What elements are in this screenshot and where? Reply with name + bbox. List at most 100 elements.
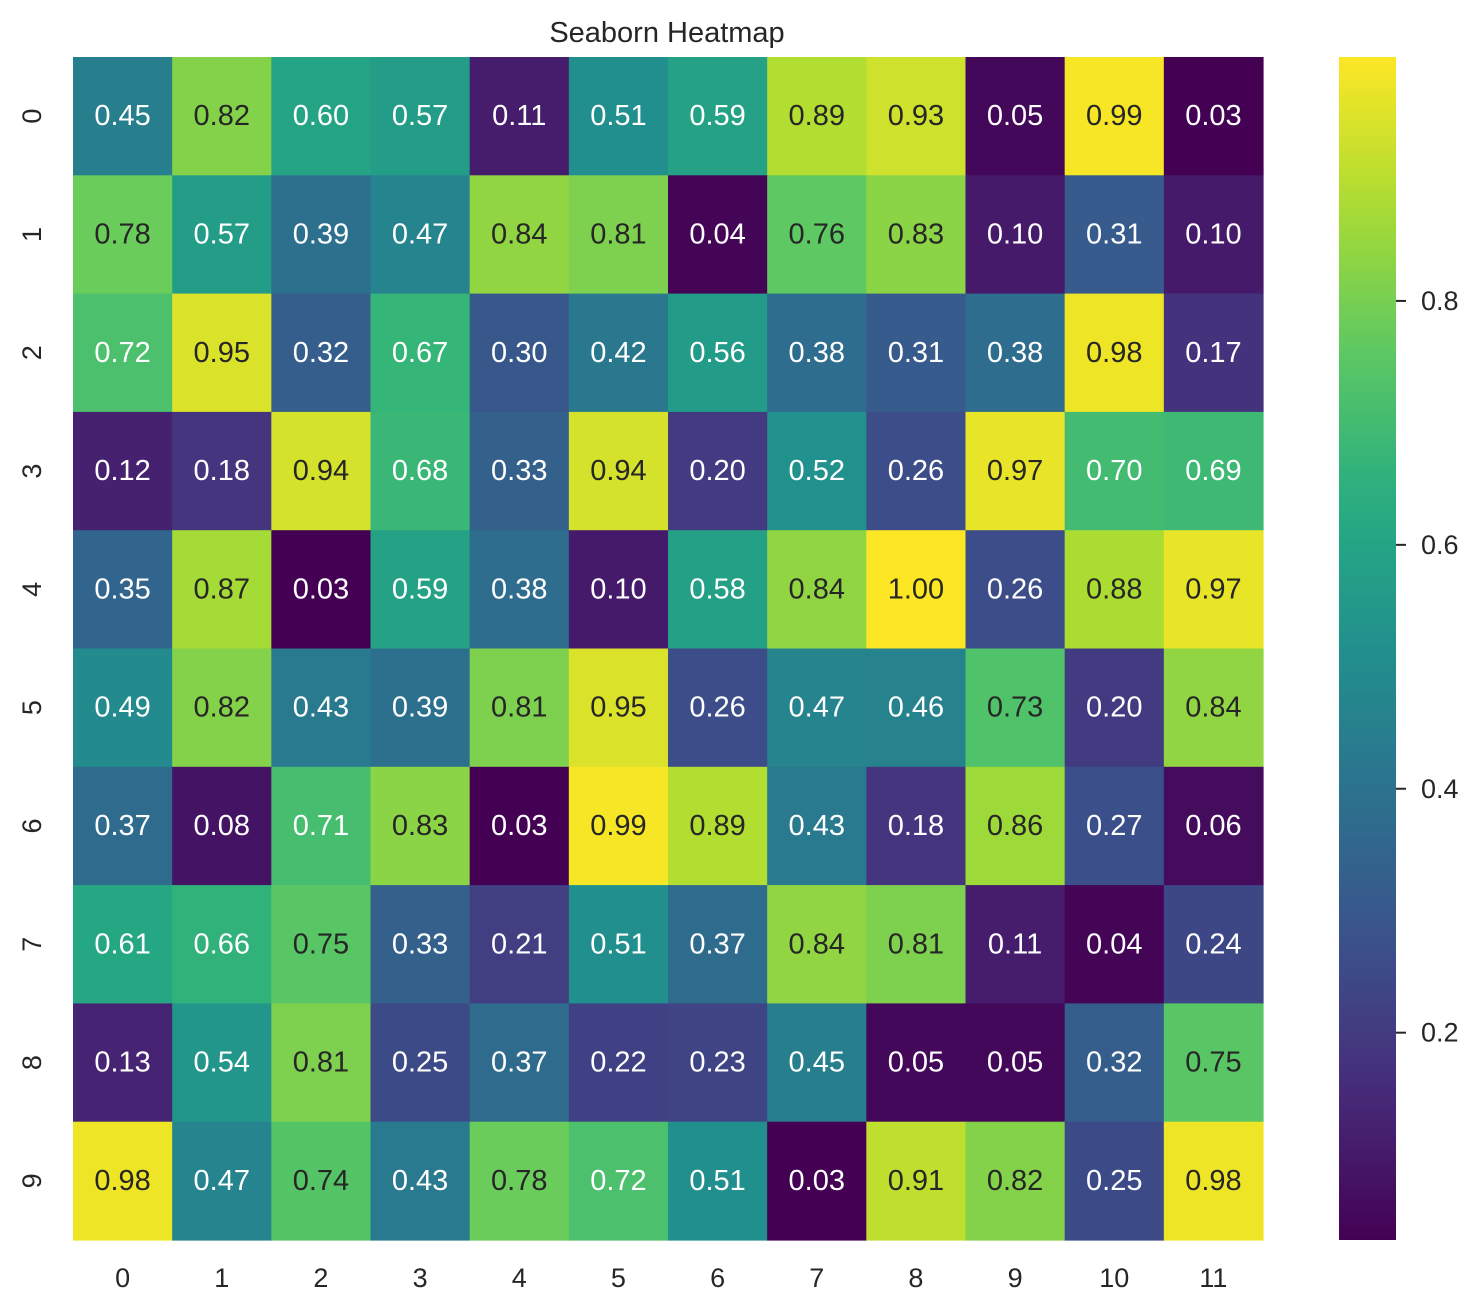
cell-value-label: 0.38 — [789, 337, 845, 369]
cell-value-label: 0.32 — [1086, 1047, 1142, 1079]
y-tick-label: 6 — [17, 818, 47, 833]
heatmap-cell — [73, 530, 173, 650]
heatmap-cell — [172, 1121, 272, 1241]
heatmap-cell — [568, 411, 669, 531]
cell-value-label: 0.95 — [194, 337, 250, 369]
heatmap-cell — [469, 57, 570, 176]
cell-value-label: 0.81 — [293, 1047, 349, 1079]
cell-value-label: 0.22 — [590, 1047, 646, 1079]
cell-value-label: 0.08 — [194, 810, 250, 842]
cell-value-label: 0.81 — [888, 928, 944, 960]
heatmap-cell — [1163, 530, 1264, 650]
heatmap-cell — [370, 57, 471, 176]
x-tick-label: 1 — [214, 1263, 229, 1293]
cell-value-label: 0.83 — [392, 810, 448, 842]
colorbar-tick-label: 0.4 — [1421, 774, 1459, 804]
colorbar-tick-label: 0.8 — [1421, 286, 1459, 316]
heatmap-cell — [172, 293, 272, 413]
heatmap-cell — [271, 57, 372, 176]
x-axis-ticks: 0 1 2 3 4 5 6 7 8 9 10 11 — [115, 1263, 1227, 1293]
heatmap-cell — [1163, 57, 1264, 176]
heatmap-cell — [866, 530, 967, 650]
cell-value-label: 0.13 — [94, 1047, 150, 1079]
cell-value-label: 0.26 — [689, 692, 745, 724]
cell-value-label: 0.88 — [1086, 573, 1142, 605]
cell-value-label: 0.97 — [987, 455, 1043, 487]
heatmap-cell — [1163, 175, 1264, 295]
heatmap-cell — [271, 1003, 372, 1123]
cell-value-label: 0.46 — [888, 692, 944, 724]
cell-value-label: 0.05 — [987, 100, 1043, 132]
heatmap-cell — [668, 648, 768, 768]
cell-value-label: 0.21 — [491, 928, 547, 960]
cell-value-label: 0.25 — [392, 1047, 448, 1079]
heatmap-cell — [1064, 57, 1165, 176]
heatmap-cell — [965, 57, 1066, 176]
heatmap-cell — [172, 1003, 272, 1123]
cell-value-label: 0.74 — [293, 1165, 349, 1197]
cell-value-label: 0.43 — [392, 1165, 448, 1197]
cell-value-label: 0.51 — [590, 100, 646, 132]
heatmap-cell — [866, 1003, 967, 1123]
heatmap-cell — [965, 175, 1066, 295]
heatmap-cell — [370, 1121, 471, 1241]
heatmap-cell — [172, 648, 272, 768]
y-axis-ticks: 0 1 2 3 4 5 6 7 8 9 — [17, 109, 47, 1189]
cell-value-label: 0.73 — [987, 692, 1043, 724]
cell-value-label: 0.89 — [789, 100, 845, 132]
heatmap-cell — [668, 411, 768, 531]
heatmap-cell — [469, 175, 570, 295]
x-tick-label: 2 — [313, 1263, 328, 1293]
cell-value-label: 0.30 — [491, 337, 547, 369]
x-tick-label: 0 — [115, 1263, 130, 1293]
cell-value-label: 0.10 — [987, 218, 1043, 250]
cell-value-label: 0.59 — [392, 573, 448, 605]
cell-value-label: 0.38 — [987, 337, 1043, 369]
heatmap-cell — [469, 1003, 570, 1123]
heatmap-cell — [1163, 1003, 1264, 1123]
heatmap-cell — [73, 885, 173, 1004]
heatmap-cell — [866, 57, 967, 176]
cell-value-label: 0.47 — [789, 692, 845, 724]
heatmap-cell — [568, 57, 669, 176]
cell-value-label: 0.06 — [1185, 810, 1241, 842]
x-tick-label: 6 — [710, 1263, 725, 1293]
y-tick-label: 7 — [17, 937, 47, 952]
cell-value-label: 0.51 — [590, 928, 646, 960]
y-tick-label: 1 — [17, 227, 47, 242]
heatmap-cell — [271, 175, 372, 295]
cell-value-label: 0.66 — [194, 928, 250, 960]
cell-value-label: 0.58 — [689, 573, 745, 605]
colorbar-tick-label: 0.2 — [1421, 1018, 1459, 1048]
heatmap-cell — [370, 293, 471, 413]
cell-value-label: 0.57 — [194, 218, 250, 250]
heatmap-cell — [767, 175, 867, 295]
cell-value-label: 0.49 — [94, 692, 150, 724]
cell-value-label: 0.35 — [94, 573, 150, 605]
heatmap-cell — [568, 1121, 669, 1241]
y-tick-label: 0 — [17, 109, 47, 124]
cell-value-label: 0.47 — [194, 1165, 250, 1197]
heatmap-cell — [73, 57, 173, 176]
heatmap-cell — [568, 885, 669, 1004]
cell-value-label: 1.00 — [888, 573, 944, 605]
heatmap-cells: 0.45 0.82 0.60 0.57 0.11 0.51 0.59 0.89 0.93 0.05… — [73, 57, 1264, 1241]
heatmap-cell — [172, 57, 272, 176]
heatmap-cell — [767, 530, 867, 650]
chart-title: Seaborn Heatmap — [549, 17, 784, 49]
cell-value-label: 0.18 — [194, 455, 250, 487]
cell-value-label: 0.54 — [194, 1047, 250, 1079]
cell-value-label: 0.20 — [1086, 692, 1142, 724]
heatmap-cell — [568, 648, 669, 768]
x-tick-label: 3 — [413, 1263, 428, 1293]
cell-value-label: 0.94 — [293, 455, 349, 487]
heatmap-cell — [965, 293, 1066, 413]
cell-value-label: 0.70 — [1086, 455, 1142, 487]
cell-value-label: 0.11 — [492, 100, 546, 132]
cell-value-label: 0.68 — [392, 455, 448, 487]
heatmap-cell — [271, 293, 372, 413]
heatmap-cell — [1163, 411, 1264, 531]
cell-value-label: 0.56 — [689, 337, 745, 369]
